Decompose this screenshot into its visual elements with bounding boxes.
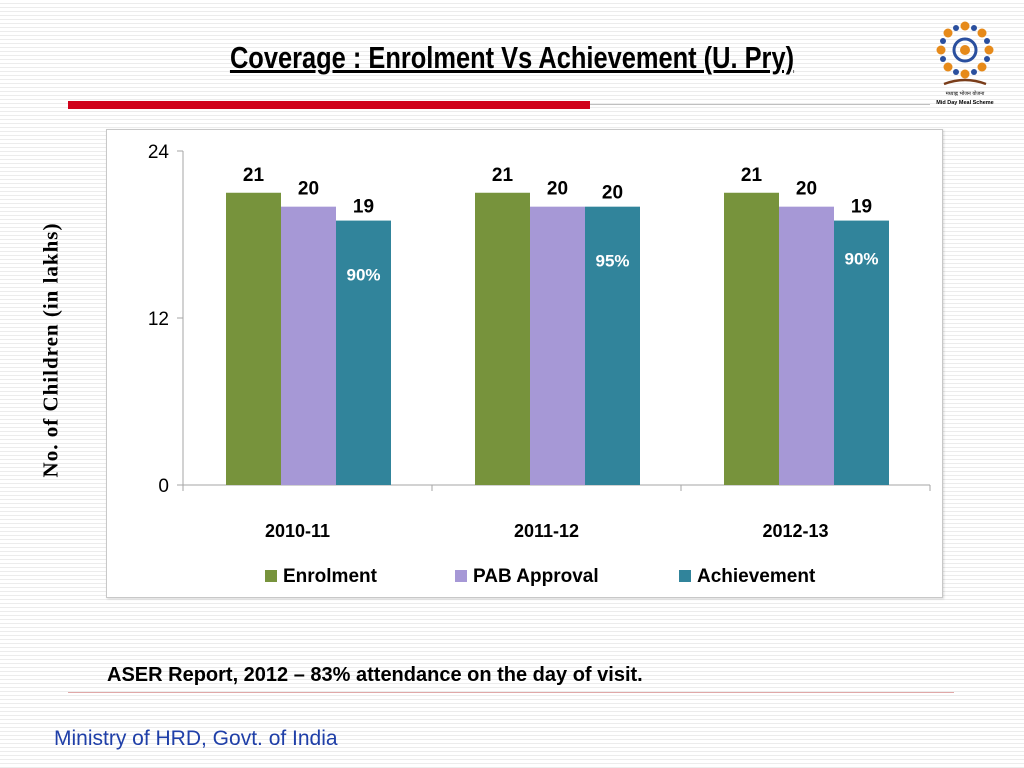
x-category-label: 2011-12 [514,521,579,541]
data-label: 21 [492,165,514,186]
bar-achievement [834,220,889,485]
logo-caption: Mid Day Meal Scheme [936,100,993,106]
data-label: 20 [298,179,319,200]
slide-title: Coverage : Enrolment Vs Achievement (U. … [229,40,795,75]
data-label: 21 [243,165,265,186]
y-tick-label: 12 [148,309,169,330]
bar-enrolment [475,192,530,485]
bar-achievement [336,220,391,485]
data-label: 19 [851,197,872,218]
x-category-label: 2012-13 [762,521,828,541]
data-label: 21 [741,165,763,186]
y-tick-label: 0 [158,476,169,497]
logo-emblem-icon [936,21,994,86]
title-divider-line [590,104,930,105]
legend-swatch [265,570,277,582]
bar-pab-approval [281,206,336,485]
legend-label: Achievement [697,566,816,587]
x-category-label: 2010-11 [265,521,330,541]
title-underline-bar [68,101,590,109]
footer-text: Ministry of HRD, Govt. of India [54,727,338,750]
footer-divider [68,692,954,693]
chart-frame: 0 12 24 2010-11 21 20 19 90% 2011-12 21 20 20 95% 201… [106,129,943,598]
mid-day-meal-logo: मध्याह्न भोजन योजना Mid Day Meal Scheme [930,18,1000,108]
data-label: 20 [547,179,568,200]
y-tick-label: 24 [148,142,170,163]
legend-label: PAB Approval [473,566,599,587]
bar-pab-approval [779,206,834,485]
svg-text:मध्याह्न भोजन योजना: मध्याह्न भोजन योजना [946,90,985,97]
bar-achievement [585,206,640,485]
aser-note: ASER Report, 2012 – 83% attendance on th… [107,664,643,686]
legend-swatch [455,570,467,582]
data-label: 20 [602,183,623,204]
y-axis-title: No. of Children (in lakhs) [38,222,63,478]
legend-label: Enrolment [283,566,378,587]
bar-enrolment [226,192,281,485]
data-label: 19 [353,197,374,218]
data-label: 20 [796,179,817,200]
bar-pab-approval [530,206,585,485]
percent-annotation: 95% [595,252,629,271]
percent-annotation: 90% [844,250,878,269]
percent-annotation: 90% [346,266,380,285]
legend-swatch [679,570,691,582]
bar-enrolment [724,192,779,485]
